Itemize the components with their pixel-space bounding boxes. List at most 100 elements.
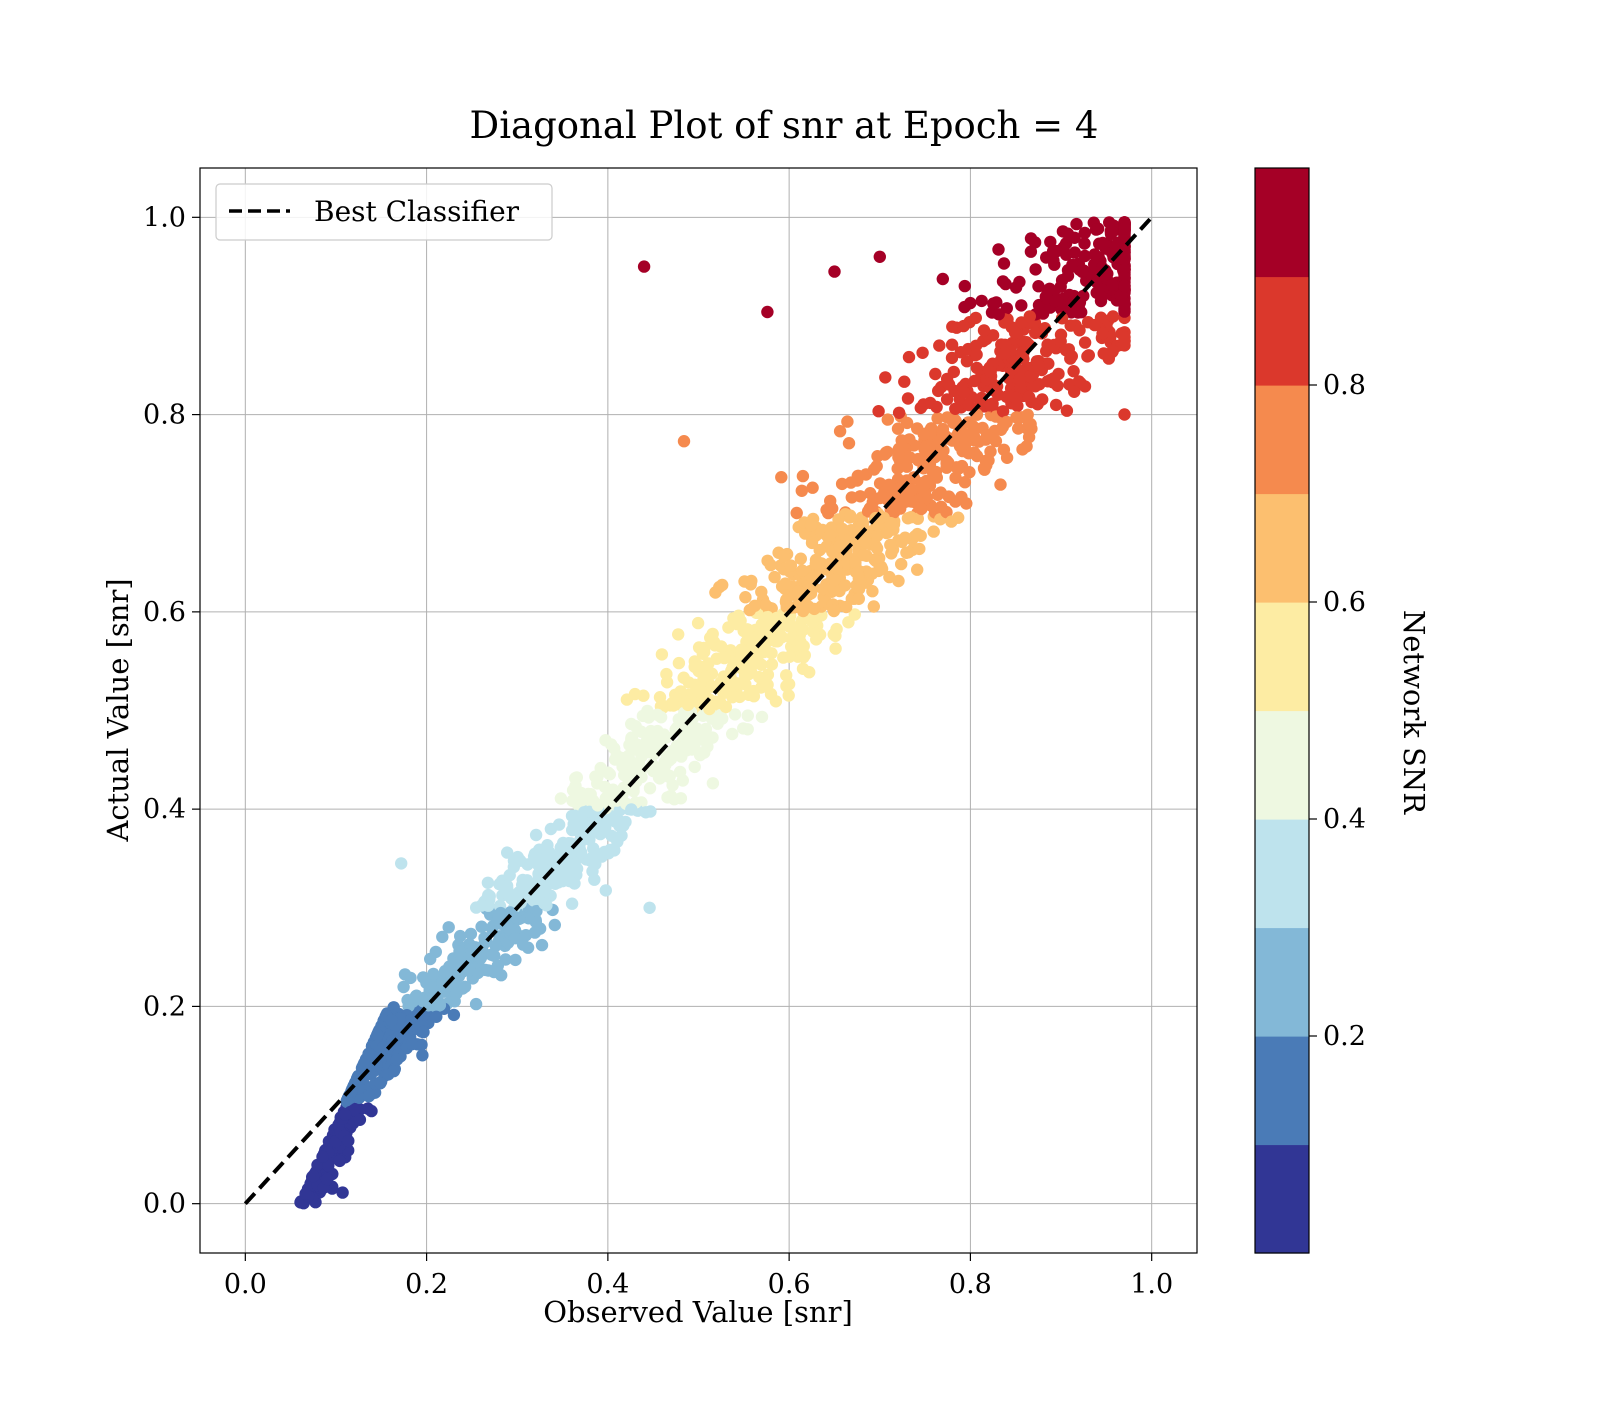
x-axis-label: Observed Value [snr] (543, 1295, 853, 1329)
scatter-point (804, 518, 818, 532)
scatter-point (828, 573, 841, 587)
scatter-point (1055, 312, 1069, 325)
x-tick-label: 0.0 (224, 1269, 267, 1300)
scatter-point (829, 642, 842, 655)
scatter-point (365, 1104, 378, 1118)
scatter-point (688, 760, 701, 774)
scatter-point (1067, 365, 1080, 378)
scatter-point (833, 540, 846, 553)
scatter-point (933, 339, 946, 352)
scatter-point (548, 918, 561, 932)
scatter-point (1118, 271, 1131, 284)
scatter-point (758, 673, 771, 686)
scatter-point (362, 1047, 375, 1061)
scatter-point (900, 546, 913, 559)
scatter-point (635, 725, 648, 738)
scatter-point (823, 529, 837, 542)
scatter-point (604, 792, 618, 805)
scatter-point (784, 559, 798, 572)
scatter-point (915, 502, 928, 516)
scatter-point (851, 566, 864, 579)
scatter-point (970, 361, 984, 375)
chart-title: Diagonal Plot of snr at Epoch = 4 (470, 104, 1099, 147)
scatter-point (698, 645, 711, 659)
scatter-point (1023, 310, 1036, 323)
scatter-point (1049, 294, 1062, 308)
scatter-point (1012, 422, 1025, 435)
scatter-point (1009, 391, 1023, 405)
plot-frame (199, 167, 1198, 1254)
scatter-point (655, 648, 669, 661)
scatter-point (960, 355, 974, 368)
scatter-point (792, 585, 805, 598)
scatter-point (1082, 349, 1096, 362)
scatter-point (1032, 280, 1045, 293)
scatter-point (397, 980, 410, 994)
scatter-point (552, 818, 566, 831)
scatter-point (522, 912, 535, 925)
scatter-point (958, 428, 972, 441)
colorbar-segment (1255, 493, 1309, 603)
scatter-point (385, 1014, 398, 1027)
scatter-point (722, 621, 735, 634)
scatter-point (930, 400, 943, 414)
scatter-point (738, 575, 751, 588)
scatter-point (599, 816, 612, 830)
scatter-point (1095, 290, 1108, 304)
scatter-point (704, 631, 717, 644)
scatter-point (857, 548, 870, 562)
scatter-point (918, 478, 931, 491)
scatter-point (569, 772, 582, 785)
scatter-point (852, 582, 866, 596)
scatter-point (905, 483, 918, 497)
scatter-point (643, 782, 657, 795)
scatter-point (653, 691, 667, 704)
scatter-point (927, 525, 940, 538)
scatter-point (898, 531, 912, 544)
scatter-point (761, 610, 774, 624)
scatter-point (501, 846, 514, 859)
scatter-point (565, 897, 579, 910)
scatter-point (706, 777, 720, 790)
y-tick-label: 0.6 (143, 597, 186, 628)
scatter-point (682, 676, 696, 689)
scatter-point (1096, 327, 1109, 340)
scatter-point (463, 964, 476, 977)
scatter-point (688, 660, 701, 674)
scatter-point (790, 506, 803, 520)
scatter-point (962, 416, 975, 429)
scatter-point (984, 365, 997, 379)
scatter-point (567, 818, 581, 832)
scatter-point (983, 399, 996, 412)
scatter-point (940, 457, 953, 470)
scatter-point (357, 1058, 370, 1071)
y-axis-label: Actual Value [snr] (101, 578, 135, 842)
scatter-point (848, 608, 861, 621)
scatter-point (975, 294, 988, 308)
scatter-point (648, 747, 661, 760)
scatter-point (997, 443, 1011, 456)
scatter-point (591, 799, 604, 812)
scatter-point (977, 462, 991, 475)
scatter-point (1118, 222, 1131, 235)
scatter-point (507, 860, 520, 874)
scatter-point (1024, 245, 1038, 258)
scatter-point (599, 734, 612, 747)
scatter-point (529, 828, 543, 842)
colorbar-tick-label: 0.8 (1323, 370, 1366, 401)
scatter-point (1022, 390, 1036, 404)
scatter-point (1014, 381, 1027, 394)
scatter-point (1118, 245, 1131, 259)
scatter-point (810, 633, 823, 646)
legend: Best Classifier (215, 183, 553, 241)
scatter-point (390, 1053, 404, 1066)
colorbar-tick-label: 0.2 (1323, 1021, 1366, 1052)
scatter-points (294, 216, 1131, 1210)
scatter-point (1029, 326, 1042, 340)
scatter-point (1078, 380, 1092, 393)
scatter-point (996, 405, 1010, 418)
scatter-point (1047, 372, 1061, 385)
scatter-point (1118, 298, 1131, 311)
scatter-point (980, 428, 994, 442)
